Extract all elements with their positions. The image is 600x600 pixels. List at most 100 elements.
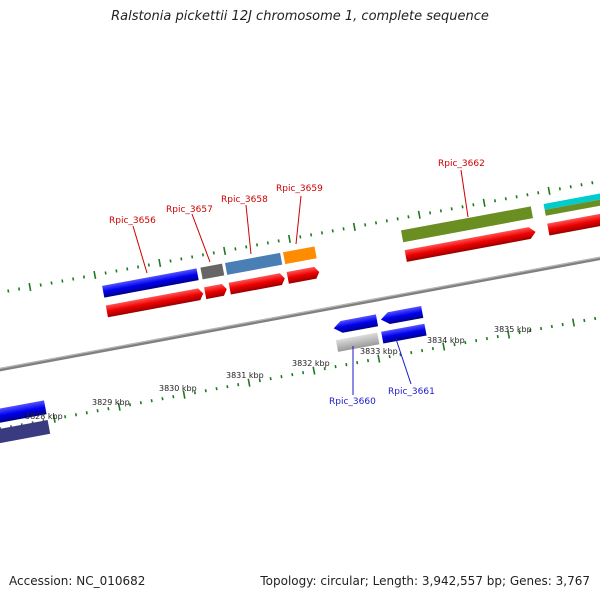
scale-tick [323, 367, 326, 371]
scale-tick [258, 379, 261, 383]
scale-tick [215, 387, 218, 391]
scale-tick [410, 350, 413, 355]
scale-tick [493, 199, 497, 203]
scale-tick [234, 247, 237, 251]
scale-tick [212, 251, 215, 255]
scale-tick [161, 397, 164, 401]
feature-partial-right-cyan [543, 193, 600, 210]
scale-tick [18, 287, 21, 291]
gene-label-rpic3656: Rpic_3656 [109, 216, 156, 226]
scale-tick [52, 414, 56, 423]
scale-tick [72, 277, 75, 281]
scale-tick [539, 326, 543, 331]
scale-tick [583, 318, 586, 323]
scale-tick [150, 399, 153, 403]
scale-tick [558, 187, 561, 191]
scale-tick [182, 390, 186, 399]
scale-tick [50, 281, 53, 285]
tick-label: 3833 kbp [360, 347, 398, 356]
gene-label-rpic3657: Rpic_3657 [166, 205, 213, 215]
scale-tick [61, 279, 64, 283]
scale-tick [547, 186, 551, 195]
scale-tick [39, 283, 42, 287]
scale-tick [396, 217, 399, 221]
scale-tick [7, 289, 10, 293]
scale-tick [515, 195, 518, 199]
scale-tick [464, 340, 467, 345]
scale-tick [569, 185, 572, 189]
accession-text: Accession: NC_010682 [9, 574, 146, 588]
scale-tick [518, 330, 521, 335]
scale-tick [537, 191, 540, 195]
cds-arrow-rpic3659 [286, 266, 320, 284]
scale-tick [74, 413, 78, 417]
scale-tick [407, 215, 410, 219]
leader-line-rpic3659 [295, 195, 302, 245]
scale-tick [450, 207, 453, 211]
scale-tick [482, 198, 486, 207]
scale-tick [529, 328, 532, 333]
scale-tick [28, 282, 32, 292]
scale-tick [475, 338, 478, 343]
scale-tick [417, 210, 421, 219]
map-title: Ralstonia pickettii 12J chromosome 1, co… [111, 9, 489, 24]
feature-rpic3657 [200, 263, 225, 280]
scale-tick [247, 378, 251, 387]
tick-label: 3835 kbp [494, 325, 532, 334]
scale-tick [126, 267, 129, 271]
scale-tick [580, 183, 583, 187]
leader-line-rpic3662 [460, 169, 469, 218]
scale-tick [172, 395, 175, 399]
scale-tick [453, 342, 456, 347]
feature-rpic3658 [225, 252, 283, 275]
scale-tick [352, 222, 356, 231]
cds-arrow-rpic3657 [204, 283, 227, 300]
scale-tick [299, 235, 302, 239]
leader-line-rpic3658 [245, 204, 252, 255]
scale-tick [147, 263, 150, 267]
tick-label: 3831 kbp [226, 371, 264, 380]
scale-tick [104, 271, 107, 275]
scale-tick [496, 334, 499, 339]
scale-tick [364, 223, 367, 227]
scale-tick [255, 243, 259, 247]
scale-tick [374, 221, 378, 225]
scale-tick [169, 259, 172, 263]
scale-tick [302, 371, 305, 375]
cds-arrow-partial-right [547, 212, 600, 236]
scale-tick [345, 363, 348, 367]
gene-arrow-partial-left-top [0, 400, 47, 426]
scale-tick [571, 318, 576, 327]
scale-tick [223, 246, 227, 255]
scale-tick [139, 401, 142, 405]
gene-label-rpic3658: Rpic_3658 [221, 195, 268, 205]
scale-tick [388, 354, 391, 359]
cds-arrow-rpic3656 [105, 288, 204, 318]
scale-tick [526, 193, 529, 197]
scale-tick [107, 407, 110, 411]
scale-tick [504, 197, 507, 201]
scale-tick [312, 366, 316, 375]
scale-tick [385, 219, 388, 223]
tick-label: 3829 kbp [92, 398, 130, 407]
scale-tick [82, 275, 86, 279]
leader-line-rpic3661 [395, 338, 412, 385]
scale-tick [137, 265, 140, 269]
gene-label-rpic3660: Rpic_3660 [329, 397, 376, 407]
scale-tick [485, 336, 489, 341]
top-tick-row [7, 181, 594, 293]
scale-tick [439, 209, 442, 213]
scale-tick [287, 234, 292, 243]
topology-summary: Topology: circular; Length: 3,942,557 bp… [260, 574, 590, 588]
feature-rpic3656 [102, 268, 199, 298]
scale-tick [193, 391, 196, 395]
scale-tick [561, 322, 564, 327]
scale-tick [472, 203, 475, 207]
feature-rpic3662 [401, 206, 533, 243]
scale-tick [277, 239, 280, 243]
scale-tick [204, 389, 207, 393]
scale-tick [461, 205, 464, 209]
tick-label: 3828 kbp [25, 412, 63, 421]
scale-tick [201, 253, 205, 257]
